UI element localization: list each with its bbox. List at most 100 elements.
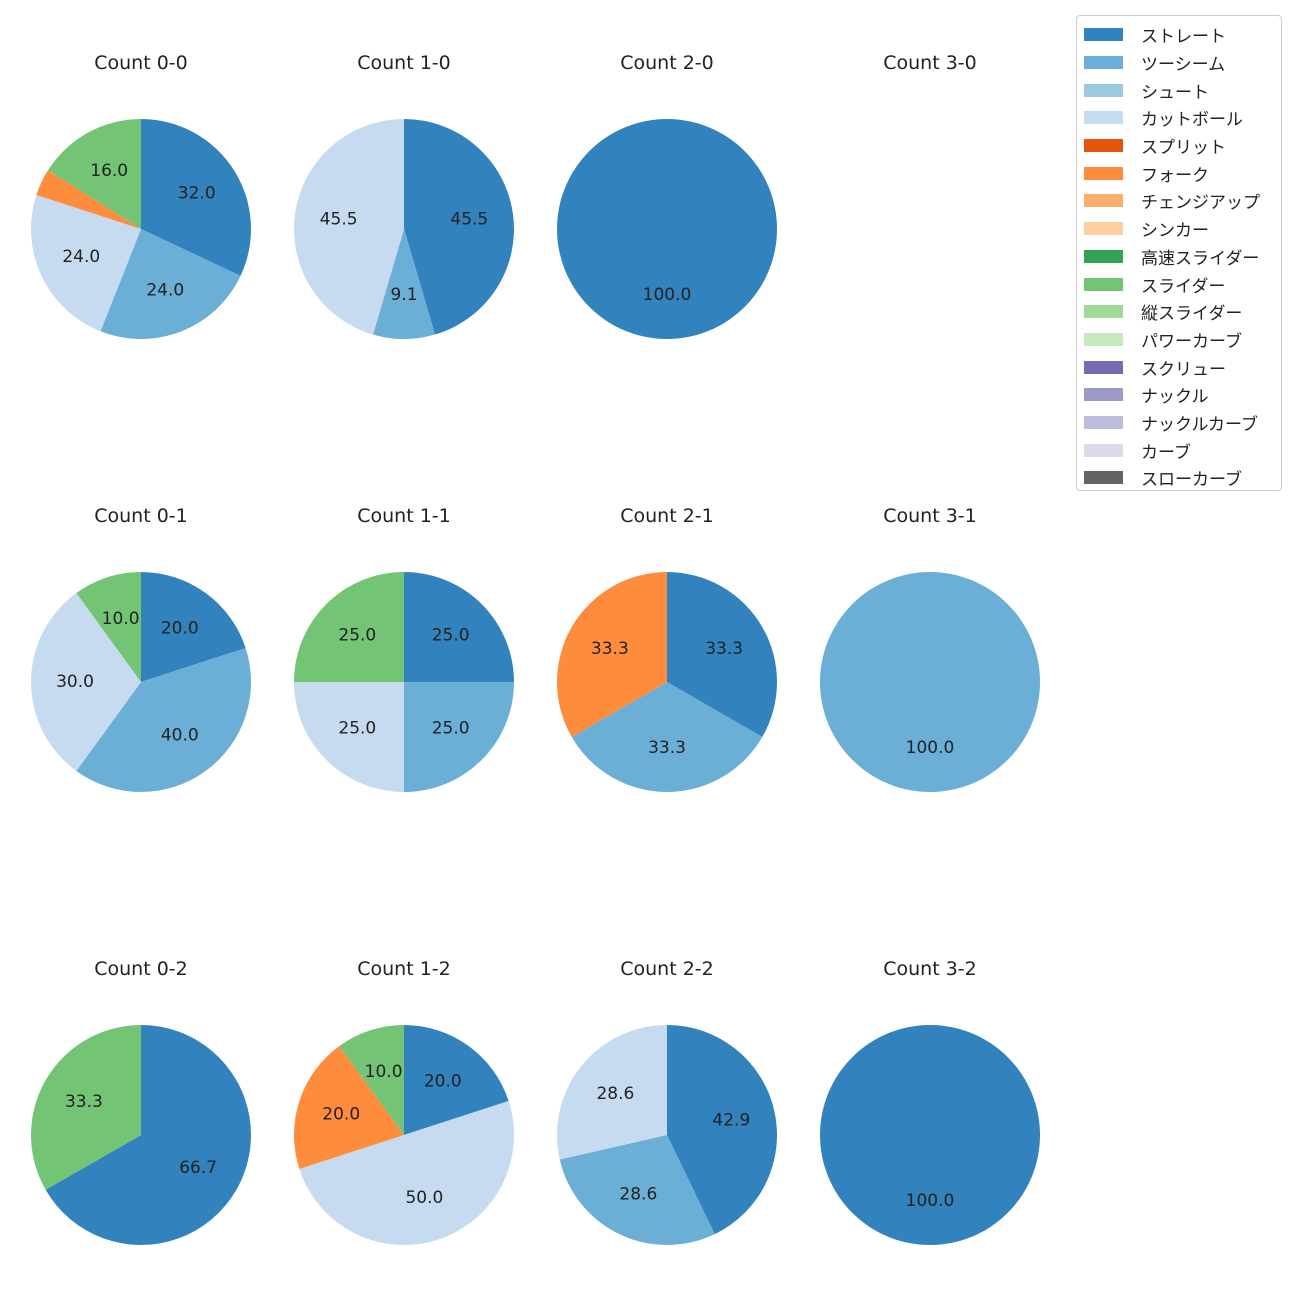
pie-slice-label: 45.5 bbox=[450, 210, 488, 230]
pie-slice-count-1-1-1 bbox=[404, 682, 514, 792]
pie-count-1-0: Count 1-0 45.5 9.1 45.5 bbox=[294, 52, 514, 339]
legend-item: スローカーブ bbox=[1077, 464, 1281, 492]
legend-swatch bbox=[1084, 56, 1123, 70]
legend-item: フォーク bbox=[1077, 159, 1281, 187]
legend-item: スプリット bbox=[1077, 132, 1281, 160]
pie-slice-label: 24.0 bbox=[146, 280, 184, 300]
pie-title: Count 0-0 bbox=[94, 52, 188, 74]
pie-count-3-2: Count 3-2 100.0 bbox=[820, 958, 1040, 1245]
pie-slice-count-0-0-0 bbox=[141, 119, 252, 276]
legend-item: シュート bbox=[1077, 76, 1281, 104]
legend-swatch bbox=[1084, 360, 1123, 374]
pie-slice-label: 25.0 bbox=[432, 719, 470, 739]
legend-swatch bbox=[1084, 332, 1123, 346]
legend-label: カットボール bbox=[1141, 110, 1243, 131]
pie-slice-label: 33.3 bbox=[705, 639, 743, 659]
legend-swatch bbox=[1084, 249, 1123, 263]
pie-count-3-0: Count 3-0 bbox=[883, 52, 977, 74]
legend-swatch bbox=[1084, 139, 1123, 153]
pie-count-2-1: Count 2-1 33.3 33.3 33.3 bbox=[557, 505, 777, 792]
legend-item: カットボール bbox=[1077, 104, 1281, 132]
pie-slice-count-2-2-0 bbox=[667, 1025, 778, 1235]
pie-slice-label: 33.3 bbox=[591, 639, 629, 659]
legend-label: カーブ bbox=[1141, 442, 1191, 463]
legend-swatch bbox=[1084, 443, 1123, 457]
pie-slice-label: 25.0 bbox=[338, 719, 376, 739]
pie-slice-count-2-2-2 bbox=[557, 1025, 667, 1160]
legend-item: ツーシーム bbox=[1077, 49, 1281, 77]
pie-title: Count 2-1 bbox=[620, 505, 714, 527]
legend-item: スライダー bbox=[1077, 270, 1281, 298]
pie-slice-count-2-0-0 bbox=[557, 119, 777, 339]
pie-slice-count-1-0-2 bbox=[294, 119, 404, 335]
legend-swatch bbox=[1084, 194, 1123, 208]
legend-swatch bbox=[1084, 305, 1123, 319]
pie-slice-count-1-2-2 bbox=[293, 1046, 404, 1169]
pie-count-2-0: Count 2-0 100.0 bbox=[557, 52, 777, 339]
legend-label: ツーシーム bbox=[1141, 55, 1226, 76]
legend-label: フォーク bbox=[1141, 165, 1209, 186]
legend-label: シンカー bbox=[1141, 221, 1209, 242]
pie-title: Count 1-1 bbox=[357, 505, 451, 527]
pie-slice-count-2-1-2 bbox=[557, 572, 667, 737]
legend-label: チェンジアップ bbox=[1141, 193, 1260, 214]
pie-slice-label: 100.0 bbox=[643, 285, 692, 305]
legend-label: スライダー bbox=[1141, 276, 1226, 297]
legend-swatch bbox=[1084, 166, 1123, 180]
pie-slice-label: 16.0 bbox=[90, 161, 128, 181]
pie-slice-label: 20.0 bbox=[161, 619, 199, 639]
legend-label: パワーカーブ bbox=[1141, 331, 1242, 352]
legend-swatch bbox=[1084, 111, 1123, 125]
pie-slice-label: 100.0 bbox=[906, 738, 955, 758]
pie-slice-label: 30.0 bbox=[56, 672, 94, 692]
pie-slice-count-1-2-0 bbox=[404, 1025, 509, 1135]
pie-slice-count-1-2-3 bbox=[339, 1025, 404, 1135]
pie-title: Count 3-0 bbox=[883, 52, 977, 74]
pie-slice-count-0-2-1 bbox=[30, 1025, 142, 1190]
legend-label: 高速スライダー bbox=[1141, 248, 1260, 269]
pie-count-2-2: Count 2-2 42.9 28.6 28.6 bbox=[557, 958, 778, 1246]
legend-label: シュート bbox=[1141, 82, 1209, 103]
pie-count-1-2: Count 1-2 20.0 50.0 20.0 10.0 bbox=[293, 958, 515, 1246]
legend-item: 高速スライダー bbox=[1077, 243, 1281, 271]
legend-item: ナックルカーブ bbox=[1077, 409, 1281, 437]
legend-swatch bbox=[1084, 277, 1123, 291]
legend-label: スクリュー bbox=[1141, 359, 1226, 380]
legend-swatch bbox=[1084, 415, 1123, 429]
legend-label: 縦スライダー bbox=[1141, 304, 1243, 325]
pie-slice-count-0-0-3 bbox=[36, 170, 141, 229]
pie-title: Count 1-2 bbox=[357, 958, 451, 980]
pie-slice-count-3-2-0 bbox=[820, 1025, 1040, 1245]
pie-count-0-0: Count 0-0 32.0 24.0 24.0 16.0 bbox=[30, 52, 252, 340]
pie-slice-label: 20.0 bbox=[424, 1072, 462, 1092]
legend-item: シンカー bbox=[1077, 215, 1281, 243]
pie-slice-label: 24.0 bbox=[62, 247, 100, 267]
pie-slice-label: 42.9 bbox=[712, 1110, 750, 1130]
pie-count-3-1: Count 3-1 100.0 bbox=[820, 505, 1040, 792]
pie-slice-label: 10.0 bbox=[102, 609, 140, 629]
pie-slice-count-1-1-0 bbox=[404, 572, 514, 682]
pie-slice-count-1-0-0 bbox=[404, 119, 514, 335]
legend-swatch bbox=[1084, 471, 1123, 485]
legend-swatch bbox=[1084, 388, 1123, 402]
legend-swatch bbox=[1084, 222, 1123, 236]
legend-item: スクリュー bbox=[1077, 353, 1281, 381]
pie-slice-label: 66.7 bbox=[179, 1158, 217, 1178]
pie-slice-label: 33.3 bbox=[65, 1092, 103, 1112]
pie-slice-label: 25.0 bbox=[338, 625, 376, 645]
pie-title: Count 0-1 bbox=[94, 505, 188, 527]
legend-item: ナックル bbox=[1077, 381, 1281, 409]
legend-swatch bbox=[1084, 28, 1123, 42]
pie-title: Count 3-2 bbox=[883, 958, 977, 980]
legend-item: カーブ bbox=[1077, 436, 1281, 464]
legend-swatch bbox=[1084, 83, 1123, 97]
legend-item: 縦スライダー bbox=[1077, 298, 1281, 326]
pie-slice-label: 50.0 bbox=[405, 1188, 443, 1208]
pie-slice-count-0-2-0 bbox=[45, 1025, 251, 1245]
legend-label: ナックル bbox=[1141, 387, 1209, 408]
pie-slice-label: 28.6 bbox=[596, 1084, 634, 1104]
pie-slice-label: 100.0 bbox=[906, 1191, 955, 1211]
pie-title: Count 2-2 bbox=[620, 958, 714, 980]
